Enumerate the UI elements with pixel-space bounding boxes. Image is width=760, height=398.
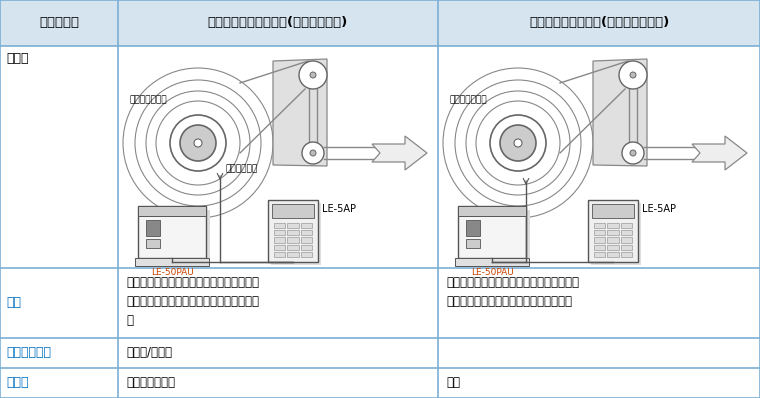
Bar [274, 223, 285, 228]
Text: 説明: 説明 [6, 297, 21, 310]
Bar [466, 220, 480, 236]
Text: LE-5AP: LE-5AP [322, 204, 356, 214]
Circle shape [622, 142, 644, 164]
Bar [268, 200, 318, 262]
Bar [621, 230, 632, 235]
Bar [274, 230, 285, 235]
Bar [287, 230, 299, 235]
Text: LE-50PAU: LE-50PAU [150, 268, 193, 277]
Circle shape [170, 115, 226, 171]
Text: パウダブレーキ: パウダブレーキ [130, 95, 168, 104]
Circle shape [180, 125, 216, 161]
Bar [274, 237, 285, 243]
Bar [287, 245, 299, 250]
Bar [466, 239, 480, 248]
Bar [301, 223, 312, 228]
Bar [594, 223, 605, 228]
Polygon shape [692, 136, 747, 170]
Bar [301, 252, 312, 257]
Bar [594, 230, 605, 235]
Polygon shape [593, 59, 647, 166]
Polygon shape [372, 136, 427, 170]
Text: 近接スイッチ: 近接スイッチ [225, 164, 257, 173]
Text: 近接センサより検出された巻径軸の回転速
度と初期径，材料厚から巻径を算出する方
式: 近接センサより検出された巻径軸の回転速 度と初期径，材料厚から巻径を算出する方 … [126, 276, 259, 327]
Bar [455, 258, 529, 266]
Bar [621, 252, 632, 257]
Bar [607, 230, 619, 235]
Text: センサ方式: センサ方式 [39, 16, 79, 29]
Bar [607, 245, 619, 250]
Bar [458, 206, 526, 216]
Text: なし: なし [446, 377, 460, 390]
Text: 下記表２を参照: 下記表２を参照 [126, 377, 175, 390]
Bar [146, 239, 160, 248]
Bar [287, 237, 299, 243]
Bar [146, 220, 160, 236]
Bar [588, 200, 638, 262]
Circle shape [490, 115, 546, 171]
Bar [458, 206, 526, 258]
Bar [274, 252, 285, 257]
Circle shape [514, 139, 522, 147]
Bar [621, 223, 632, 228]
Bar [135, 258, 209, 266]
Bar [594, 245, 605, 250]
Bar [594, 237, 605, 243]
Polygon shape [273, 59, 327, 166]
Bar [271, 203, 321, 265]
Text: 材料厚とライン速度の平均値，運転時間を
もとにセンサレスで巻径を算出する方式: 材料厚とライン速度の平均値，運転時間を もとにセンサレスで巻径を算出する方式 [446, 276, 579, 308]
Circle shape [310, 150, 316, 156]
Bar [591, 203, 641, 265]
Text: パウダブレーキ: パウダブレーキ [450, 95, 488, 104]
Bar [287, 223, 299, 228]
Circle shape [299, 61, 327, 89]
Circle shape [630, 150, 636, 156]
Bar [607, 237, 619, 243]
Text: LE-50PAU: LE-50PAU [470, 268, 513, 277]
Bar [462, 210, 530, 262]
Bar [301, 245, 312, 250]
Text: 参考図: 参考図 [6, 52, 29, 65]
Bar [607, 252, 619, 257]
Bar [287, 252, 299, 257]
Text: 定電圧/定電流: 定電圧/定電流 [126, 347, 172, 359]
Bar [274, 245, 285, 250]
Text: LE-5AP: LE-5AP [642, 204, 676, 214]
Circle shape [302, 142, 324, 164]
Circle shape [630, 72, 636, 78]
Bar [138, 206, 206, 216]
Bar [301, 230, 312, 235]
Bar [592, 204, 634, 218]
Text: 速度・厚み設定方式(センサレス方式): 速度・厚み設定方式(センサレス方式) [529, 16, 669, 29]
Text: 電圧制御方式: 電圧制御方式 [6, 347, 51, 359]
Circle shape [619, 61, 647, 89]
Bar [621, 237, 632, 243]
Bar [138, 206, 206, 258]
Bar [272, 204, 314, 218]
Text: パルス・厚み設定方式(積算厚み方式): パルス・厚み設定方式(積算厚み方式) [208, 16, 348, 29]
Bar [301, 237, 312, 243]
Text: 代替案: 代替案 [6, 377, 29, 390]
Circle shape [310, 72, 316, 78]
Bar [607, 223, 619, 228]
Bar [142, 210, 210, 262]
Bar [0, 0, 760, 46]
Circle shape [194, 139, 202, 147]
Bar [594, 252, 605, 257]
Bar [621, 245, 632, 250]
Circle shape [500, 125, 536, 161]
